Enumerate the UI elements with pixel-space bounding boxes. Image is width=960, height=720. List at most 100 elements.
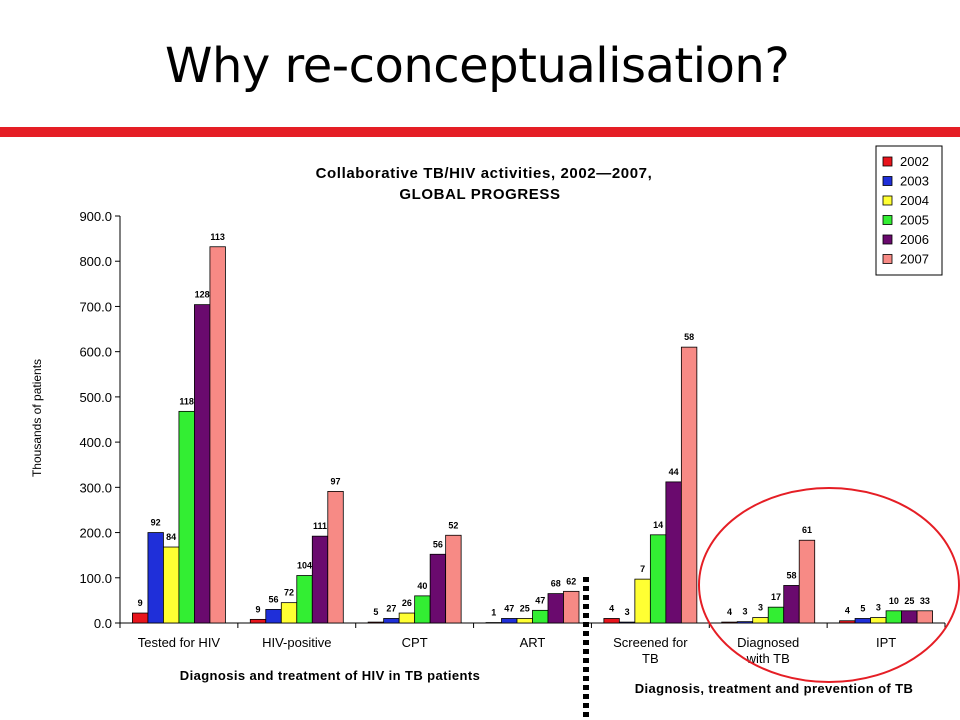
bar xyxy=(736,621,754,624)
bar xyxy=(445,534,462,624)
bar xyxy=(132,612,149,624)
data-label: 25 xyxy=(904,596,914,606)
data-label: 128 xyxy=(195,290,210,300)
data-label: 72 xyxy=(284,588,294,598)
y-tick-label: 300.0 xyxy=(79,480,112,495)
x-tick-label: IPT xyxy=(876,635,896,650)
data-label: 5 xyxy=(860,603,865,613)
legend-label: 2005 xyxy=(900,213,929,228)
data-label: 33 xyxy=(920,596,930,606)
bar xyxy=(398,612,416,624)
legend-label: 2002 xyxy=(900,154,929,169)
legend-swatch xyxy=(882,195,893,206)
data-label: 97 xyxy=(331,476,341,486)
bar xyxy=(327,491,344,624)
bar xyxy=(209,246,226,624)
data-label: 3 xyxy=(876,603,881,613)
x-tick-label: CPT xyxy=(402,635,428,650)
bar xyxy=(721,621,738,624)
bar xyxy=(296,575,313,624)
bar xyxy=(311,535,329,624)
bar xyxy=(265,609,282,624)
x-tick-label: Screened for xyxy=(613,635,688,650)
x-tick-label: Diagnosed xyxy=(737,635,799,650)
data-label: 3 xyxy=(758,603,763,613)
bar xyxy=(665,481,682,624)
data-label: 44 xyxy=(669,467,679,477)
data-label: 5 xyxy=(373,607,378,617)
bar xyxy=(501,618,518,624)
data-label: 4 xyxy=(727,607,732,617)
group-label-right: Diagnosis, treatment and prevention of T… xyxy=(635,681,914,696)
legend-swatch xyxy=(882,215,893,225)
chart-title-line1: Collaborative TB/HIV activities, 2002—20… xyxy=(316,165,653,182)
axes: 0.0 100.0 200.0 300.0 400.0 500.0 600.0 700.0 80… xyxy=(79,209,946,666)
x-tick-label: with TB xyxy=(746,651,790,666)
data-label: 52 xyxy=(448,520,458,530)
data-label: 9 xyxy=(256,604,261,614)
data-label: 9 xyxy=(138,598,143,608)
data-label: 118 xyxy=(179,396,194,406)
bar xyxy=(649,534,667,624)
legend-swatch xyxy=(882,176,893,186)
bar xyxy=(516,618,533,624)
data-label: 56 xyxy=(269,594,279,604)
data-label: 111 xyxy=(313,521,327,531)
data-label: 4 xyxy=(845,606,850,616)
bar xyxy=(485,622,502,624)
bar xyxy=(854,618,871,624)
legend-swatch xyxy=(882,234,893,245)
data-label: 3 xyxy=(742,607,747,617)
bar xyxy=(783,585,800,624)
data-label: 84 xyxy=(166,532,176,542)
legend-box xyxy=(875,145,943,276)
y-tick-label: 800.0 xyxy=(79,254,112,269)
y-tick-label: 0.0 xyxy=(94,616,112,631)
bar xyxy=(885,610,902,624)
data-label: 26 xyxy=(402,598,412,608)
data-label: 1 xyxy=(491,608,496,618)
data-label: 61 xyxy=(802,525,812,535)
bar xyxy=(280,602,298,624)
bar xyxy=(547,593,564,624)
data-label: 104 xyxy=(297,561,312,571)
bar xyxy=(147,532,164,624)
chart-title-line2: GLOBAL PROGRESS xyxy=(399,186,560,203)
bar xyxy=(680,346,698,624)
data-label: 14 xyxy=(653,520,663,530)
bar xyxy=(870,617,887,624)
bar xyxy=(383,618,400,624)
data-label: 10 xyxy=(889,596,899,606)
data-label: 47 xyxy=(535,595,545,605)
bar xyxy=(839,620,856,624)
data-label: 62 xyxy=(566,576,576,586)
bar xyxy=(163,546,180,624)
bar xyxy=(563,590,580,624)
y-tick-label: 200.0 xyxy=(79,526,112,541)
x-tick-label: ART xyxy=(520,635,546,650)
y-axis-label: Thousands of patients xyxy=(30,359,44,477)
bar xyxy=(367,621,385,624)
bar xyxy=(618,621,636,624)
x-tick-label: HIV-positive xyxy=(262,635,331,650)
data-label: 27 xyxy=(386,603,396,613)
data-label: 58 xyxy=(684,332,694,342)
bar xyxy=(767,606,785,624)
bar xyxy=(414,595,431,624)
legend-label: 2007 xyxy=(900,252,929,267)
bar xyxy=(634,578,651,624)
bar xyxy=(532,609,549,624)
y-tick-label: 900.0 xyxy=(79,209,112,224)
data-label: 92 xyxy=(151,518,161,528)
data-label: 3 xyxy=(625,607,630,617)
slide-title: Why re-conceptualisation? xyxy=(165,38,790,94)
data-label: 40 xyxy=(417,581,427,591)
bar xyxy=(752,617,769,624)
legend-label: 2003 xyxy=(900,174,929,189)
legend-label: 2006 xyxy=(900,232,929,247)
data-label: 68 xyxy=(551,579,561,589)
data-label: 113 xyxy=(210,232,225,242)
highlight-circle xyxy=(698,487,960,683)
data-label: 17 xyxy=(771,592,781,602)
